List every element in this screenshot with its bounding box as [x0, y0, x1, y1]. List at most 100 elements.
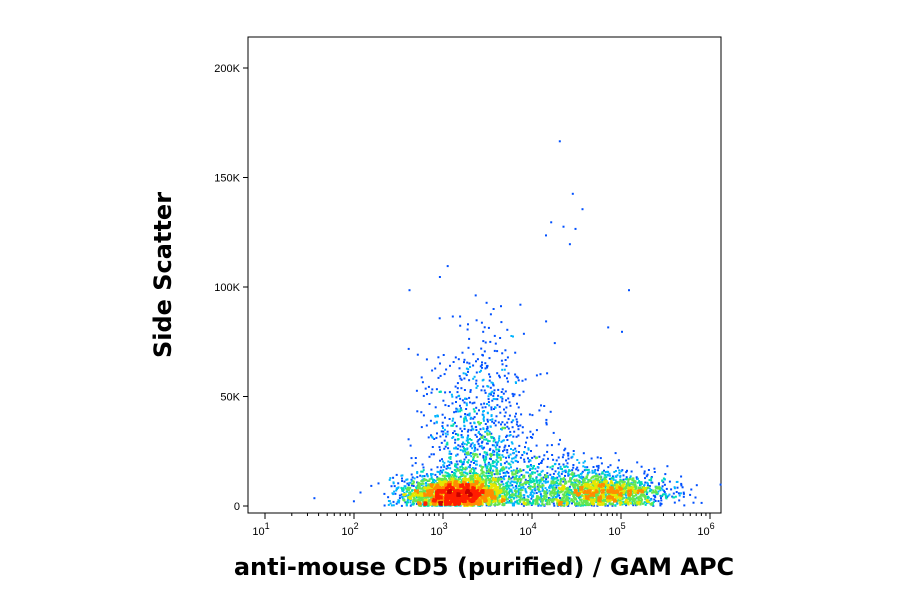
data-point: [488, 432, 491, 435]
data-point: [395, 502, 398, 505]
data-point: [452, 417, 455, 420]
data-point: [401, 489, 404, 492]
data-point: [507, 486, 510, 488]
data-point: [507, 501, 510, 504]
data-point: [471, 475, 474, 478]
data-point: [556, 492, 559, 495]
data-point: [509, 482, 512, 485]
data-point: [563, 491, 566, 494]
data-point: [516, 499, 519, 502]
data-point: [604, 478, 607, 481]
data-point: [435, 436, 438, 439]
data-point: [409, 481, 412, 484]
data-point: [468, 413, 471, 416]
data-point: [449, 457, 452, 460]
data-point: [674, 495, 677, 498]
data-point: [604, 503, 606, 505]
data-point: [536, 479, 538, 482]
data-point: [456, 463, 459, 466]
data-point: [422, 500, 425, 503]
data-point: [448, 464, 451, 466]
data-point: [430, 476, 433, 479]
data-point: [452, 436, 455, 438]
data-point: [480, 436, 483, 439]
data-point: [584, 504, 587, 507]
data-point: [535, 492, 538, 494]
data-point: [456, 382, 459, 385]
data-point: [457, 444, 460, 447]
data-point: [624, 494, 627, 497]
data-point: [521, 497, 524, 500]
data-point: [510, 477, 513, 480]
data-point: [411, 464, 414, 467]
data-point: [581, 208, 584, 211]
data-point: [429, 503, 432, 506]
data-point: [547, 457, 549, 460]
data-point: [454, 477, 457, 480]
data-point: [532, 495, 535, 498]
data-point: [486, 470, 489, 473]
data-point: [471, 402, 474, 405]
data-point: [659, 504, 662, 507]
data-point: [583, 487, 586, 490]
data-point: [680, 475, 683, 478]
data-point: [625, 496, 628, 499]
data-point: [525, 441, 527, 444]
data-point: [694, 496, 697, 499]
data-point: [518, 496, 521, 499]
data-point: [619, 496, 622, 499]
data-point: [459, 504, 462, 507]
data-point: [519, 424, 522, 427]
data-point: [427, 385, 430, 388]
data-point: [522, 504, 525, 507]
data-point: [625, 504, 628, 507]
data-point: [564, 482, 567, 485]
data-point: [486, 498, 489, 501]
data-point: [632, 486, 635, 489]
data-point: [568, 473, 571, 476]
data-point: [429, 502, 432, 505]
data-point: [422, 499, 425, 502]
data-point: [692, 501, 695, 504]
data-point: [657, 482, 660, 485]
data-point: [520, 486, 523, 489]
data-point: [465, 456, 468, 459]
data-point: [548, 497, 550, 499]
data-point: [655, 486, 658, 488]
data-point: [612, 484, 615, 487]
data-point: [508, 434, 511, 437]
data-point: [487, 490, 490, 493]
data-point: [401, 497, 404, 500]
data-point: [440, 493, 443, 496]
data-point: [438, 471, 441, 474]
data-point: [511, 426, 514, 429]
data-point: [581, 487, 583, 490]
data-point: [417, 481, 420, 484]
data-point: [510, 499, 513, 502]
data-point: [539, 480, 542, 483]
data-point: [560, 472, 563, 475]
data-point: [573, 485, 576, 488]
data-point: [423, 504, 426, 507]
data-point: [573, 487, 576, 490]
data-point: [576, 484, 578, 487]
data-point: [476, 358, 479, 361]
data-point: [597, 501, 600, 504]
data-point: [588, 502, 591, 505]
data-point: [526, 465, 529, 468]
data-point: [557, 443, 560, 446]
data-point: [401, 496, 404, 498]
data-point: [387, 496, 390, 499]
data-point: [460, 468, 463, 471]
data-point: [503, 486, 506, 489]
data-point: [575, 474, 578, 477]
data-point: [539, 373, 542, 376]
data-point: [622, 474, 625, 477]
data-point: [527, 447, 530, 450]
data-point: [498, 487, 501, 490]
data-point: [481, 361, 483, 364]
data-point: [463, 358, 466, 361]
data-point: [639, 502, 642, 505]
data-point: [557, 489, 560, 492]
data-point: [441, 503, 444, 506]
